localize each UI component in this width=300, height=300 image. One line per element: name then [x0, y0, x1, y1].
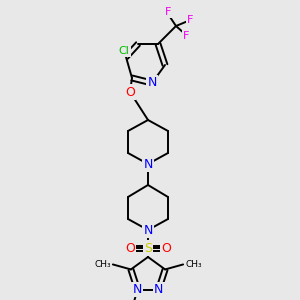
Text: Cl: Cl — [118, 46, 129, 56]
Text: N: N — [143, 158, 153, 170]
Text: F: F — [165, 7, 171, 17]
Text: N: N — [133, 283, 142, 296]
Text: O: O — [161, 242, 171, 254]
Text: O: O — [125, 85, 135, 98]
Text: F: F — [183, 31, 189, 41]
Text: O: O — [125, 242, 135, 254]
Text: N: N — [143, 224, 153, 236]
Text: F: F — [187, 15, 193, 25]
Text: CH₃: CH₃ — [185, 260, 202, 269]
Text: N: N — [154, 283, 163, 296]
Text: N: N — [147, 76, 157, 89]
Text: S: S — [144, 242, 152, 254]
Text: CH₃: CH₃ — [94, 260, 111, 269]
